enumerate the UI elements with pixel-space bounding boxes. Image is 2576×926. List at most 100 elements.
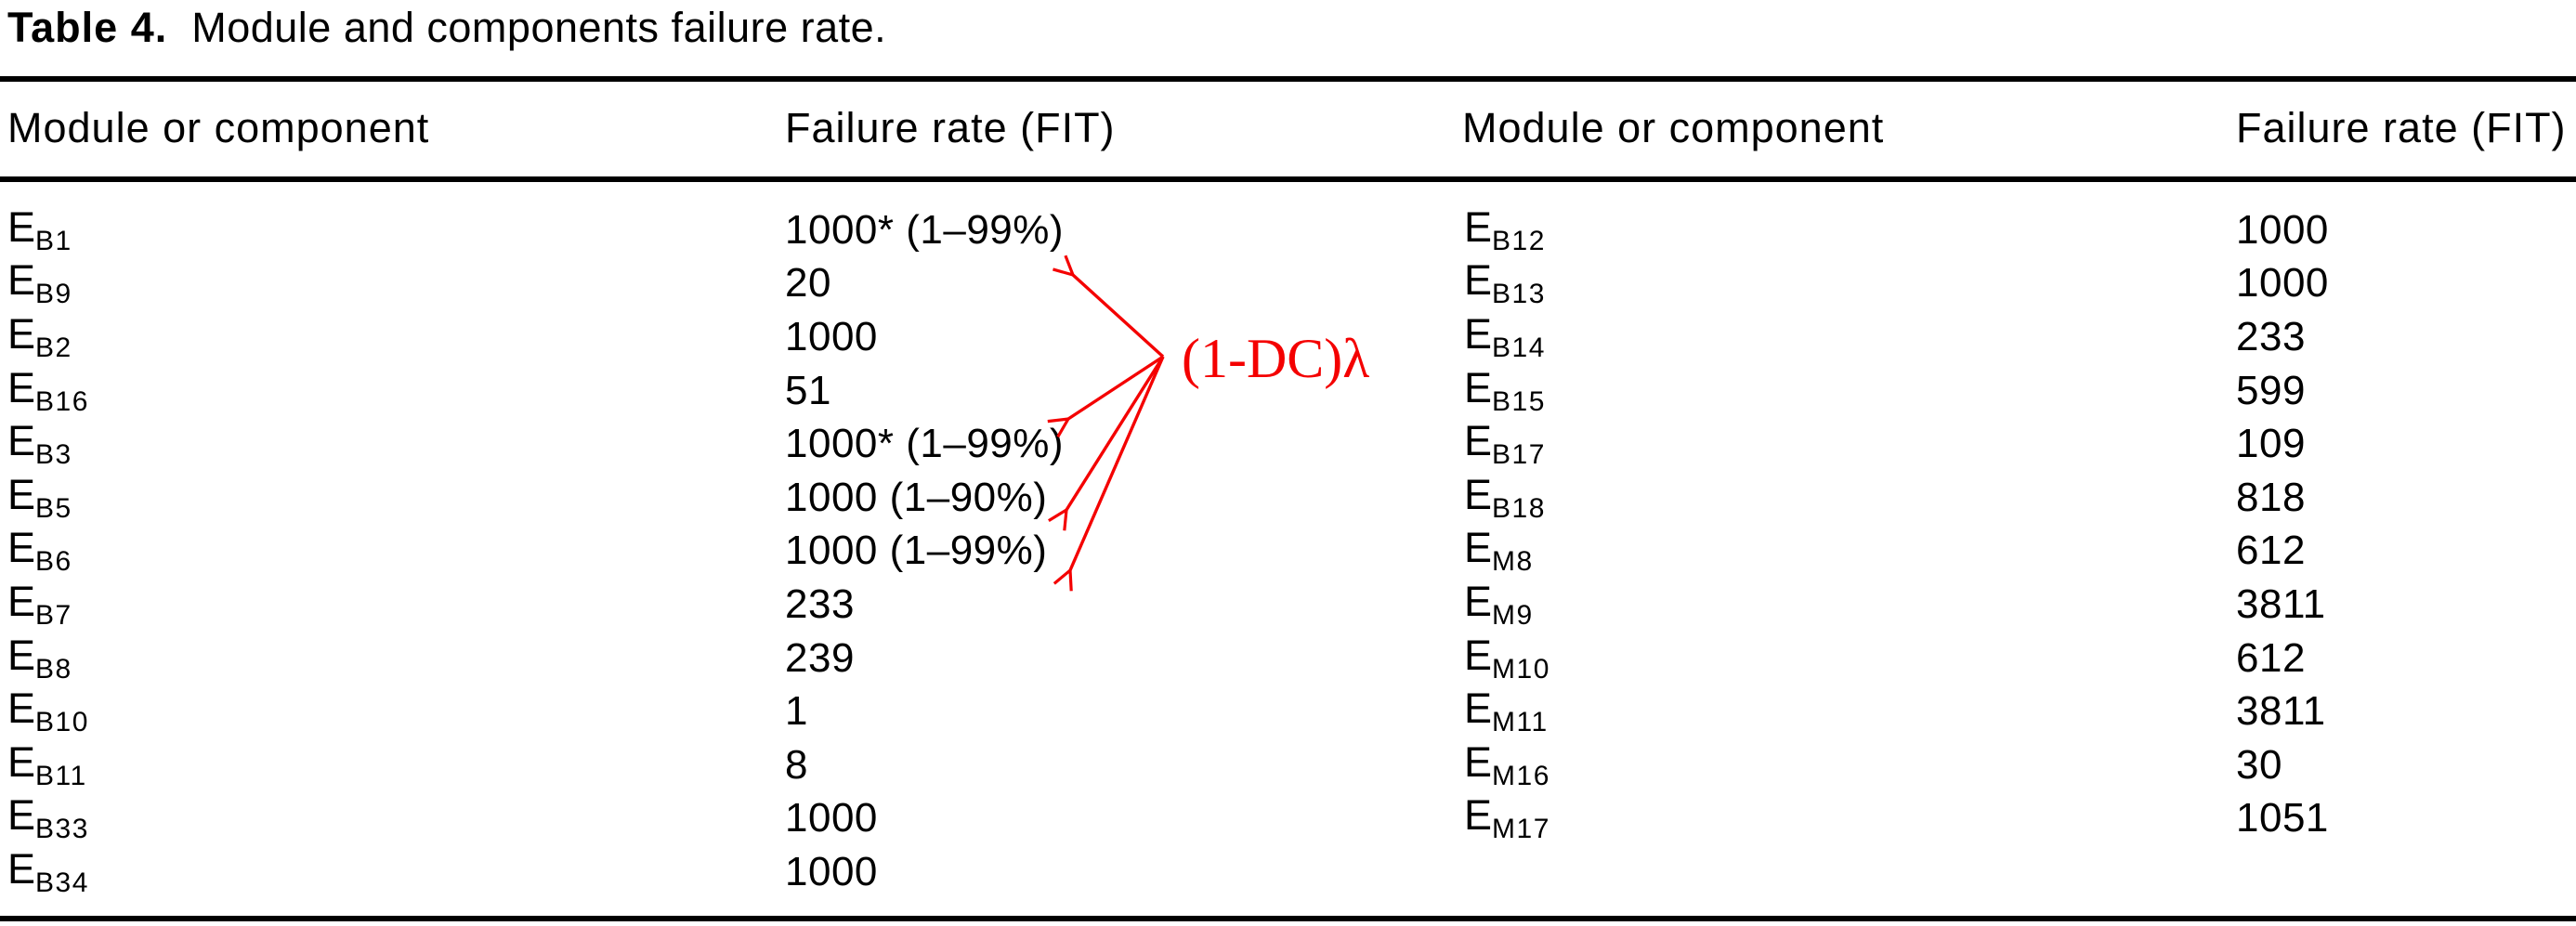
header-failure-rate-left: Failure rate (FIT)	[785, 104, 1116, 151]
module-symbol: E	[1464, 256, 1493, 305]
module-symbol: E	[7, 363, 36, 411]
failure-rate-cell: 1000 (1–99%)	[785, 528, 1048, 574]
failure-rate-cell: 1000* (1–99%)	[785, 421, 1065, 467]
failure-rate-cell: 1051	[2236, 795, 2329, 841]
module-cell: EM10	[1464, 632, 2236, 685]
module-subscript: B7	[35, 599, 72, 631]
module-subscript: B10	[35, 707, 89, 738]
rule-bottom	[0, 916, 2576, 921]
failure-rate-cell: 1000	[785, 795, 878, 841]
module-symbol: E	[7, 737, 36, 786]
module-cell: EB5	[7, 471, 785, 525]
failure-rate-cell: 51	[785, 367, 831, 413]
module-subscript: M16	[1492, 760, 1550, 791]
module-subscript: B9	[35, 279, 72, 310]
failure-rate-cell: 1000 (1–90%)	[785, 474, 1048, 520]
module-cell: EB8	[7, 632, 785, 685]
module-symbol: E	[7, 470, 36, 518]
failure-rate-cell: 1	[785, 688, 808, 735]
failure-rate-cell: 239	[785, 634, 855, 681]
module-subscript: B18	[1492, 492, 1546, 524]
module-subscript: B1	[35, 225, 72, 256]
module-cell: EB11	[7, 738, 785, 792]
module-subscript: B3	[35, 439, 72, 471]
module-subscript: B15	[1492, 385, 1546, 417]
module-cell: EB7	[7, 578, 785, 632]
module-subscript: B6	[35, 546, 72, 578]
annotation-arrow	[1066, 356, 1165, 510]
module-symbol: E	[7, 631, 36, 679]
header-module-left: Module or component	[7, 104, 430, 151]
failure-rate-cell: 1000	[785, 313, 878, 359]
module-symbol: E	[7, 577, 36, 625]
module-symbol: E	[1464, 791, 1493, 840]
module-symbol: E	[7, 202, 36, 251]
annotation-label: (1-DC)λ	[1182, 328, 1370, 389]
header-module-right: Module or component	[1462, 104, 1885, 151]
header-failure-rate-right: Failure rate (FIT)	[2236, 104, 2567, 151]
module-symbol: E	[1464, 631, 1493, 679]
module-cell: EB34	[7, 845, 785, 899]
module-symbol: E	[7, 256, 36, 305]
module-subscript: B16	[35, 385, 89, 417]
module-cell: EB3	[7, 417, 785, 471]
module-symbol: E	[7, 844, 36, 893]
module-cell: EM16	[1464, 738, 2236, 792]
module-cell: EB10	[7, 685, 785, 738]
module-symbol: E	[1464, 202, 1493, 251]
module-subscript: B13	[1492, 279, 1546, 310]
failure-rate-cell: 20	[785, 260, 831, 306]
module-subscript: B34	[35, 867, 89, 898]
module-cell: EB14	[1464, 310, 2236, 364]
failure-rate-cell: 599	[2236, 367, 2306, 413]
failure-rate-cell: 1000	[785, 848, 878, 894]
failure-rate-cell: 612	[2236, 634, 2306, 681]
module-cell: EB18	[1464, 471, 2236, 525]
failure-rate-cell: 1000	[2236, 260, 2329, 306]
module-symbol: E	[7, 791, 36, 840]
module-subscript: M9	[1492, 599, 1534, 631]
module-cell: EB9	[7, 256, 785, 310]
module-subscript: B14	[1492, 332, 1546, 363]
module-subscript: B17	[1492, 439, 1546, 471]
module-symbol: E	[7, 309, 36, 358]
module-cell: EB16	[7, 364, 785, 418]
right-table: EB12 1000 EB13 1000 EB14 233 EB15 599 EB17 109 EB1…	[1464, 203, 2329, 845]
failure-rate-cell: 612	[2236, 528, 2306, 574]
module-cell: EB15	[1464, 364, 2236, 418]
module-subscript: M8	[1492, 546, 1534, 578]
module-symbol: E	[1464, 470, 1493, 518]
module-cell: EB17	[1464, 417, 2236, 471]
failure-rate-cell: 30	[2236, 741, 2282, 788]
module-symbol: E	[1464, 577, 1493, 625]
module-cell: EB13	[1464, 256, 2236, 310]
failure-rate-cell: 1000* (1–99%)	[785, 206, 1065, 253]
failure-rate-cell: 1000	[2236, 206, 2329, 253]
module-cell: EM17	[1464, 791, 2236, 845]
failure-rate-cell: 818	[2236, 474, 2306, 520]
module-symbol: E	[7, 685, 36, 733]
module-cell: EM9	[1464, 578, 2236, 632]
module-subscript: B5	[35, 492, 72, 524]
failure-rate-cell: 233	[785, 580, 855, 627]
failure-rate-cell: 3811	[2236, 580, 2326, 627]
rule-top	[0, 76, 2576, 82]
failure-rate-cell: 233	[2236, 313, 2306, 359]
module-symbol: E	[7, 417, 36, 465]
module-subscript: B33	[35, 814, 89, 845]
module-symbol: E	[1464, 524, 1493, 572]
annotation-arrow	[1070, 356, 1165, 570]
module-subscript: M17	[1492, 814, 1550, 845]
table-number: Table 4.	[7, 4, 168, 51]
module-subscript: B11	[35, 760, 87, 791]
annotation-arrow	[1068, 355, 1164, 419]
module-subscript: B2	[35, 332, 72, 363]
module-cell: EB6	[7, 524, 785, 578]
module-subscript: M10	[1492, 653, 1550, 685]
module-cell: EB33	[7, 791, 785, 845]
module-subscript: B8	[35, 653, 72, 685]
rule-below-header	[0, 176, 2576, 182]
table-caption: Table 4. Module and components failure ra…	[7, 4, 886, 52]
left-table: EB1 1000* (1–99%) EB9 20 EB2 1000 EB16 51 EB3 100…	[7, 203, 1064, 899]
